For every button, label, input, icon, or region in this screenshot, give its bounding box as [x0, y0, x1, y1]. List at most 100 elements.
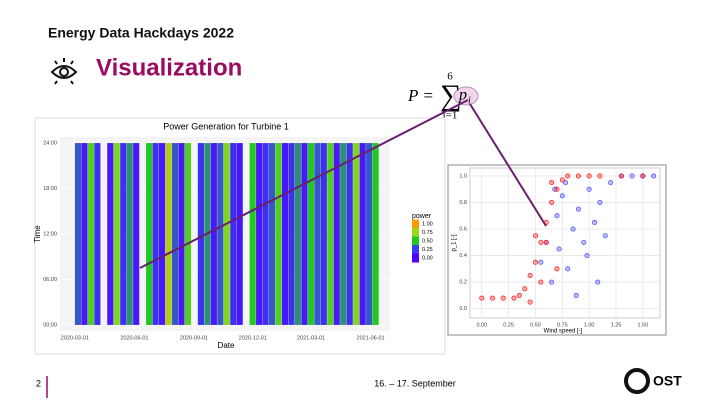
stripe [281, 143, 289, 325]
legend-swatch [412, 236, 419, 246]
point [592, 219, 598, 225]
point [538, 239, 544, 245]
point [479, 295, 485, 301]
y-tick-label: 24:00 [43, 141, 57, 147]
y-axis-label: p_1 [-] [452, 234, 458, 251]
stripe [223, 143, 230, 325]
x-axis-label: Date [218, 341, 235, 350]
formula-lhs: P = [407, 86, 434, 105]
eye-icon [50, 58, 78, 85]
point [522, 286, 528, 292]
stripe [94, 143, 101, 325]
stripe [87, 143, 94, 325]
legend-label: 0.75 [422, 230, 433, 236]
plot-area [469, 167, 661, 319]
point [565, 173, 571, 179]
point [586, 173, 592, 179]
point [586, 186, 592, 192]
point [559, 177, 565, 183]
stripe [230, 143, 237, 325]
point [618, 173, 624, 179]
point [575, 173, 581, 179]
stripe [269, 143, 276, 325]
x-tick-label: 0.50 [530, 322, 541, 328]
point [602, 233, 608, 239]
y-tick-label: 0.2 [459, 280, 467, 286]
point [538, 279, 544, 285]
legend-label: 0.50 [422, 238, 433, 244]
stripe [210, 143, 217, 325]
chart-title: Power Generation for Turbine 1 [163, 121, 289, 131]
stripe [301, 143, 308, 325]
logo-text: OST [653, 373, 682, 389]
stripe [333, 143, 340, 325]
legend-swatch [412, 219, 419, 229]
point [597, 200, 603, 206]
formula-sum: ∑ [440, 79, 461, 112]
point [549, 180, 555, 186]
formula-term: p [458, 87, 467, 104]
stripe [74, 143, 82, 325]
point [570, 226, 576, 232]
footer-date: 16. – 17. September [374, 378, 456, 388]
point [563, 180, 569, 186]
stripe [294, 143, 302, 325]
point [565, 266, 571, 272]
point [554, 266, 560, 272]
stripe [236, 143, 243, 325]
stripe [249, 143, 256, 325]
connector [139, 99, 469, 269]
point [581, 239, 587, 245]
stripe [146, 143, 153, 325]
point [554, 213, 560, 219]
point [608, 180, 614, 186]
y-tick-label: 0.0 [459, 306, 467, 312]
formula-upper: 6 [447, 71, 453, 83]
y-tick-label: 12:00 [43, 231, 57, 237]
stripe [217, 143, 224, 325]
stripe [133, 143, 140, 325]
point [559, 193, 565, 199]
y-axis-label: Time [33, 225, 42, 243]
x-tick-label: 2020-06-01 [120, 335, 148, 341]
stripe [256, 143, 263, 325]
point [651, 173, 657, 179]
formula-lower: i=1 [443, 110, 458, 122]
point [597, 173, 603, 179]
stripe [372, 143, 379, 325]
stripe [178, 143, 185, 325]
point [584, 253, 590, 259]
legend-label: 0.00 [422, 255, 433, 261]
x-axis-label: Wind speed [-] [544, 329, 583, 335]
legend-swatch [412, 228, 419, 237]
y-tick-label: 00:00 [43, 322, 57, 328]
point [549, 200, 555, 206]
point [511, 295, 517, 301]
point [527, 299, 533, 305]
legend-swatch [412, 245, 419, 254]
x-tick-label: 2020-12-01 [239, 335, 267, 341]
point [500, 295, 506, 301]
y-tick-label: 18:00 [43, 186, 57, 192]
stripe [307, 143, 314, 325]
point [554, 186, 560, 192]
stripe [353, 143, 360, 325]
stripe [107, 143, 114, 325]
x-tick-label: 0.00 [476, 322, 487, 328]
point [556, 246, 562, 252]
page-number: 2 [36, 378, 41, 388]
x-tick-label: 0.75 [557, 322, 568, 328]
y-tick-label: 0.4 [459, 253, 467, 259]
point [640, 173, 646, 179]
point [532, 233, 538, 239]
stripe [346, 143, 353, 325]
point [549, 279, 555, 285]
stripe [81, 143, 88, 325]
x-tick-label: 2021-03-01 [297, 335, 325, 341]
stripe [126, 143, 133, 325]
x-tick-label: 2020-09-01 [180, 335, 208, 341]
x-tick-label: 2021-06-01 [357, 335, 385, 341]
legend-title: power [412, 213, 432, 220]
slide-header: Energy Data Hackdays 2022 [48, 25, 234, 41]
legend-swatch [412, 253, 419, 263]
